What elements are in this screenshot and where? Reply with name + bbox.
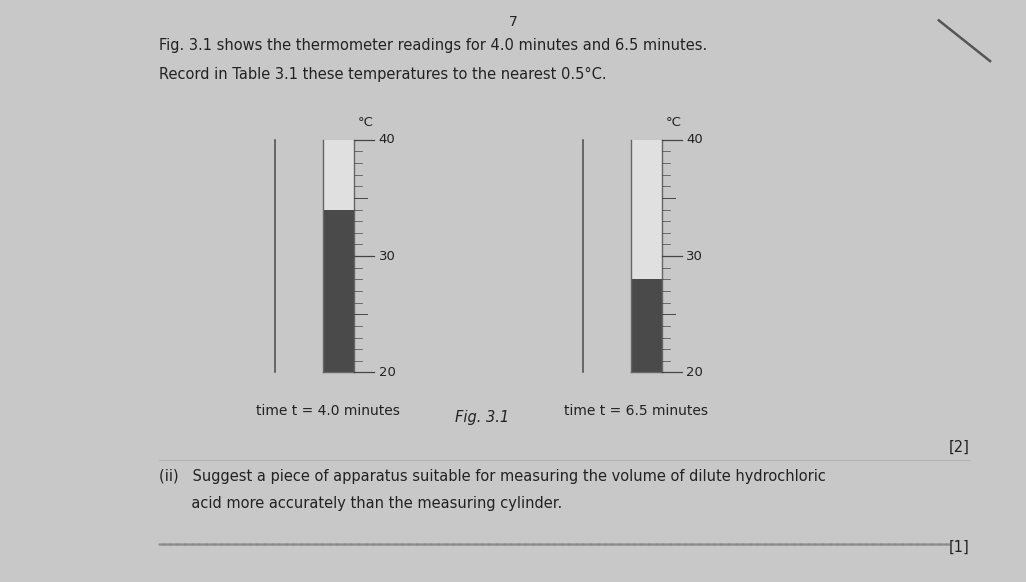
Text: [1]: [1] [949, 540, 970, 555]
Text: 20: 20 [379, 366, 395, 379]
Text: 40: 40 [686, 133, 703, 146]
Text: °C: °C [358, 116, 373, 129]
Text: 20: 20 [686, 366, 703, 379]
Bar [323, 210, 354, 372]
Text: time t = 4.0 minutes: time t = 4.0 minutes [256, 404, 400, 418]
Bar [631, 140, 662, 372]
Text: [2]: [2] [949, 439, 970, 455]
Text: acid more accurately than the measuring cylinder.: acid more accurately than the measuring … [159, 496, 562, 511]
Text: °C: °C [666, 116, 681, 129]
Bar [631, 279, 662, 372]
Text: Record in Table 3.1 these temperatures to the nearest 0.5°C.: Record in Table 3.1 these temperatures t… [159, 67, 606, 82]
Text: (ii)   Suggest a piece of apparatus suitable for measuring the volume of dilute : (ii) Suggest a piece of apparatus suitab… [159, 469, 826, 484]
Text: 30: 30 [686, 250, 703, 262]
Text: Fig. 3.1 shows the thermometer readings for 4.0 minutes and 6.5 minutes.: Fig. 3.1 shows the thermometer readings … [159, 38, 707, 53]
Text: 40: 40 [379, 133, 395, 146]
Text: time t = 6.5 minutes: time t = 6.5 minutes [564, 404, 708, 418]
Text: 7: 7 [509, 15, 517, 29]
Bar [323, 140, 354, 372]
Text: Fig. 3.1: Fig. 3.1 [456, 410, 509, 425]
Text: 30: 30 [379, 250, 395, 262]
